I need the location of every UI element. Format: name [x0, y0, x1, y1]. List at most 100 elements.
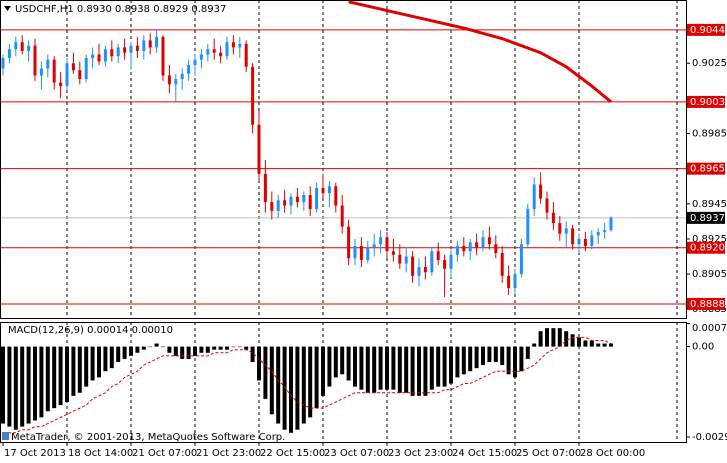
macd-bar	[391, 346, 396, 390]
macd-bar	[557, 328, 562, 347]
x-tick-label: 28 Oct 00:00	[580, 448, 645, 459]
macd-bar	[295, 346, 300, 430]
candle-body	[263, 173, 267, 203]
candle-body	[180, 73, 184, 80]
candle-body	[46, 59, 50, 69]
candle-body	[577, 238, 581, 245]
candle-body	[603, 230, 607, 232]
candle-body	[231, 42, 235, 48]
macd-bar	[116, 346, 121, 362]
candle-body	[391, 251, 395, 255]
macd-bar	[570, 334, 575, 347]
candle-body	[206, 49, 210, 55]
candle-body	[270, 202, 274, 211]
macd-bar	[167, 346, 172, 353]
candle-body	[455, 245, 459, 255]
macd-bar	[199, 346, 204, 353]
macd-bar	[148, 346, 153, 348]
macd-bar	[39, 346, 44, 418]
last-price-box	[687, 211, 725, 224]
x-tick-label: 25 Oct 07:00	[516, 448, 581, 459]
candle-body	[65, 63, 69, 87]
candle-body	[238, 43, 242, 48]
macd-bar	[269, 346, 274, 415]
level-box	[687, 297, 725, 310]
macd-bar	[212, 346, 217, 350]
candle-body	[257, 124, 261, 174]
candle-body	[78, 70, 82, 80]
macd-bar	[45, 346, 50, 412]
candle-body	[33, 45, 37, 76]
price-pane	[0, 0, 686, 305]
candle-body	[174, 79, 178, 85]
candle-body	[545, 198, 549, 213]
macd-bar	[506, 346, 511, 375]
candle-body	[417, 267, 421, 276]
candle-body	[526, 209, 530, 245]
candle-body	[289, 196, 293, 206]
macd-bar	[135, 346, 140, 353]
x-tick-label: 24 Oct 15:00	[452, 448, 517, 459]
candle-body	[27, 45, 31, 51]
candle-body	[135, 45, 139, 51]
y-tick-label: 0.00	[692, 342, 714, 353]
macd-pane-frame	[0, 322, 687, 443]
candle-body	[411, 256, 415, 276]
candle-body	[327, 186, 331, 194]
candle-body	[519, 244, 523, 275]
macd-bar	[423, 346, 428, 396]
y-tick-label: 0.8985	[692, 129, 727, 140]
candle-body	[20, 42, 24, 51]
macd-bar	[596, 343, 601, 347]
macd-bar	[602, 343, 607, 347]
candle-body	[321, 187, 325, 194]
macd-bar	[58, 346, 63, 406]
candle-body	[449, 254, 453, 269]
candle-body	[507, 275, 511, 289]
macd-bar	[359, 346, 364, 390]
macd-bar	[186, 346, 191, 359]
candle-body	[468, 242, 472, 252]
macd-bar	[65, 346, 69, 402]
price-pane-frame	[0, 0, 687, 319]
macd-bar	[346, 346, 351, 381]
candle-body	[212, 49, 216, 53]
macd-bar	[378, 346, 383, 390]
candle-body	[430, 251, 434, 273]
macd-bar	[231, 346, 236, 348]
x-tick-label: 23 Oct 23:00	[388, 448, 453, 459]
macd-bar	[583, 340, 588, 347]
macd-bar	[474, 346, 479, 369]
macd-bar	[257, 346, 261, 381]
macd-bar	[173, 346, 178, 356]
y-tick-label: 0.8905	[692, 269, 727, 280]
candle-body	[244, 43, 248, 67]
macd-bar	[442, 346, 447, 387]
x-tick-label: 22 Oct 15:00	[260, 448, 325, 459]
candle-body	[500, 252, 504, 276]
candle-body	[155, 36, 159, 48]
level-label: 0.8920	[690, 243, 725, 254]
candle-body	[564, 228, 568, 234]
candle-body	[462, 245, 466, 252]
candle-body	[276, 200, 280, 211]
macd-bar	[205, 346, 210, 353]
macd-bar	[468, 346, 473, 372]
candle-body	[91, 54, 95, 58]
candle-body	[359, 245, 363, 261]
macd-bar	[538, 331, 543, 347]
candle-body	[340, 205, 344, 227]
macd-bar	[250, 346, 255, 362]
y-tick-label: 0.8925	[692, 234, 727, 245]
candle-body	[583, 238, 587, 246]
candle-body	[302, 195, 306, 203]
candle-body	[308, 195, 312, 210]
y-tick-label: -0.00294	[692, 432, 727, 443]
candle-body	[398, 254, 402, 264]
macd-bar	[436, 346, 441, 387]
x-tick-label: 23 Oct 07:00	[324, 448, 389, 459]
macd-bar	[33, 346, 37, 421]
level-box	[687, 162, 725, 175]
macd-bar	[26, 346, 31, 424]
